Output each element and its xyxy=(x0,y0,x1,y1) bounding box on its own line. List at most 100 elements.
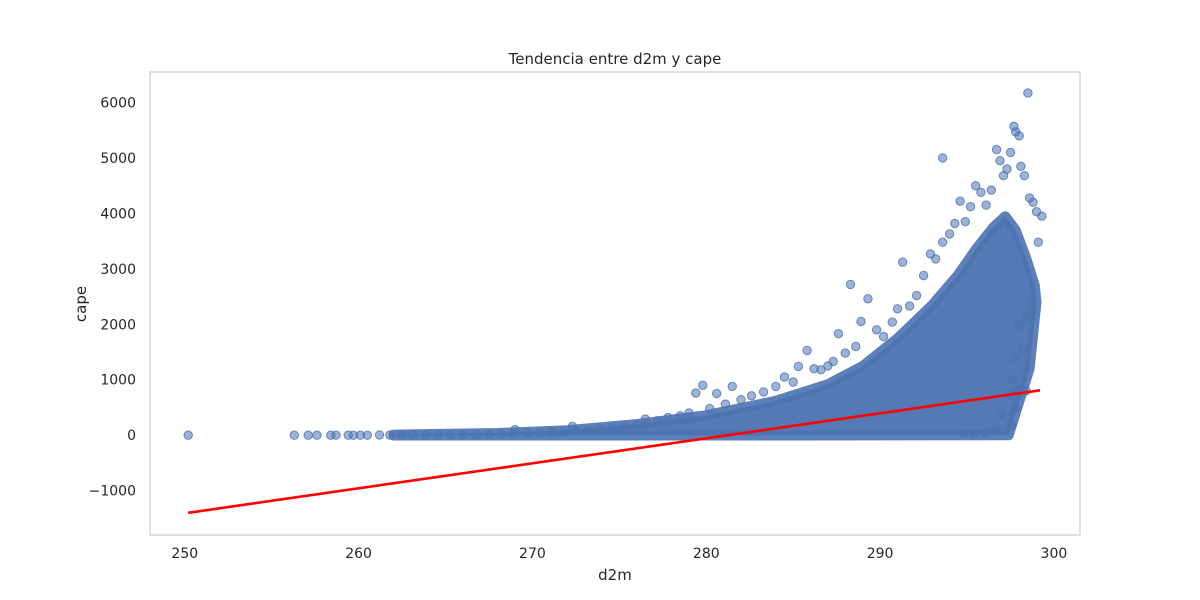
scatter-point xyxy=(955,196,965,206)
x-tick-label: 270 xyxy=(519,546,546,562)
scatter-point xyxy=(362,430,372,440)
scatter-point xyxy=(997,409,1007,419)
scatter-point xyxy=(571,426,581,436)
dense-point-cloud xyxy=(388,211,1042,441)
scatter-point xyxy=(856,316,866,327)
scatter-point xyxy=(904,301,915,311)
scatter-point xyxy=(663,412,673,423)
x-tick-label: 280 xyxy=(693,546,720,562)
scatter-point xyxy=(1011,353,1021,363)
scatter-point xyxy=(918,270,929,281)
scatter-point xyxy=(522,428,532,439)
scatter-point xyxy=(771,381,781,392)
x-tick-label: 250 xyxy=(171,546,198,562)
scatter-point xyxy=(698,380,708,390)
scatter-point xyxy=(958,428,969,439)
scatter-point xyxy=(931,254,941,264)
y-tick-label: 6000 xyxy=(100,96,136,112)
scatter-point xyxy=(863,294,873,304)
scatter-points xyxy=(183,88,1047,440)
scatter-point xyxy=(1028,197,1038,208)
scatter-point xyxy=(1021,312,1031,323)
scatter-point xyxy=(845,279,856,290)
scatter-point xyxy=(1017,344,1028,354)
x-axis-ticks: 250 260 270 280 290 300 xyxy=(171,546,1067,562)
scatter-point xyxy=(871,325,882,335)
scatter-point xyxy=(727,381,737,392)
scatter-point xyxy=(289,430,299,440)
scatter-point xyxy=(595,424,605,434)
trend-line-group xyxy=(188,389,1041,515)
scatter-point xyxy=(736,395,746,405)
scatter-point xyxy=(534,428,545,438)
scatter-point xyxy=(887,317,897,327)
scatter-point xyxy=(1014,320,1024,331)
scatter-point xyxy=(458,429,468,440)
trend-line xyxy=(188,389,1041,515)
scatter-point xyxy=(705,403,715,414)
scatter-point xyxy=(385,430,395,440)
scatter-point xyxy=(407,429,418,440)
scatter-point xyxy=(675,411,685,421)
dense-cloud-body xyxy=(388,211,1042,441)
scatter-point xyxy=(986,185,996,195)
y-tick-label: 3000 xyxy=(100,262,136,278)
scatter-point xyxy=(851,341,861,352)
scatter-point xyxy=(981,428,991,438)
y-tick-label: 2000 xyxy=(100,317,136,333)
scatter-point xyxy=(684,408,694,418)
scatter-point xyxy=(652,416,663,426)
scatter-point xyxy=(990,425,1000,435)
scatter-point xyxy=(944,229,955,239)
y-tick-label: 5000 xyxy=(100,151,136,167)
scatter-point xyxy=(1026,301,1037,311)
scatter-point xyxy=(397,430,407,440)
scatter-point xyxy=(816,365,826,375)
scatter-point xyxy=(331,430,341,440)
scatter-point xyxy=(1014,131,1024,141)
scatter-point xyxy=(995,156,1005,166)
scatter-point xyxy=(312,430,322,440)
plot-frame xyxy=(149,71,1081,536)
scatter-point xyxy=(472,429,482,440)
scatter-point xyxy=(779,372,790,382)
y-axis-label: cape xyxy=(72,286,90,322)
scatter-point xyxy=(510,424,520,435)
scatter-point xyxy=(1005,147,1016,158)
scatter-point xyxy=(971,181,981,191)
chart-title: Tendencia entre d2m y cape xyxy=(508,50,722,68)
scatter-point xyxy=(976,187,986,198)
scatter-point xyxy=(950,218,960,229)
y-tick-label: 4000 xyxy=(100,206,136,222)
scatter-point xyxy=(1016,161,1026,172)
scatter-point xyxy=(991,144,1002,155)
scatter-point xyxy=(546,427,557,437)
scatter-point xyxy=(496,429,506,439)
scatter-point xyxy=(911,290,922,301)
scatter-point xyxy=(965,202,976,212)
scatter-point xyxy=(640,414,651,424)
scatter-point xyxy=(484,429,494,439)
scatter-point xyxy=(1002,164,1012,174)
scatter-point xyxy=(1019,171,1030,181)
scatter-point xyxy=(1023,88,1033,98)
y-tick-label: −1000 xyxy=(89,484,136,500)
scatter-point xyxy=(938,153,948,163)
y-tick-label: 0 xyxy=(127,428,136,444)
scatter-point xyxy=(619,422,630,432)
scatter-point xyxy=(746,391,757,401)
scatter-point xyxy=(421,430,432,440)
scatter-point xyxy=(802,345,812,356)
x-axis-label: d2m xyxy=(598,566,632,584)
scatter-point xyxy=(981,200,991,210)
scatter-point xyxy=(1007,420,1017,430)
scatter-point xyxy=(793,361,804,372)
scatter-point xyxy=(938,237,948,247)
scatter-point xyxy=(632,420,642,430)
scatter-point xyxy=(1037,211,1047,221)
y-tick-label: 1000 xyxy=(100,373,136,389)
scatter-point xyxy=(583,425,593,435)
scatter-point xyxy=(828,356,838,367)
scatter-point xyxy=(607,423,618,433)
